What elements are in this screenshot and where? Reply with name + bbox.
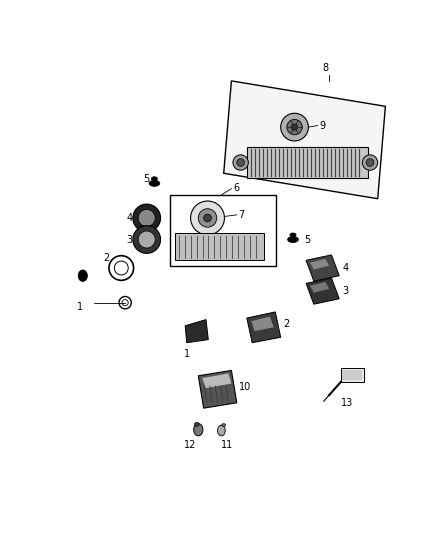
Polygon shape [306, 255, 339, 281]
Text: 6: 6 [233, 183, 239, 193]
Bar [170, 195, 276, 265]
Text: 1: 1 [184, 349, 190, 359]
Text: 10: 10 [239, 382, 251, 392]
Circle shape [287, 119, 302, 135]
Polygon shape [251, 317, 274, 331]
Polygon shape [247, 312, 281, 343]
Circle shape [198, 209, 217, 227]
Text: 1: 1 [78, 302, 84, 311]
Bar [341, 368, 364, 382]
Ellipse shape [290, 233, 296, 237]
Bar [247, 147, 367, 178]
Polygon shape [224, 81, 385, 199]
Polygon shape [310, 282, 329, 293]
Ellipse shape [78, 270, 88, 281]
Bar [342, 370, 362, 381]
Text: 13: 13 [341, 398, 353, 408]
Ellipse shape [149, 180, 160, 187]
Text: 3: 3 [342, 286, 348, 296]
Ellipse shape [288, 237, 298, 243]
Text: 12: 12 [184, 440, 197, 450]
Ellipse shape [194, 422, 199, 426]
Circle shape [138, 209, 155, 227]
Bar [175, 233, 264, 260]
Circle shape [204, 214, 212, 222]
Polygon shape [202, 374, 231, 388]
Text: 3: 3 [127, 235, 133, 245]
Ellipse shape [218, 425, 225, 436]
Text: 2: 2 [103, 253, 110, 263]
Circle shape [291, 124, 298, 130]
Polygon shape [198, 370, 237, 408]
Text: 4: 4 [342, 263, 348, 273]
Polygon shape [310, 259, 329, 270]
Circle shape [281, 113, 308, 141]
Circle shape [191, 201, 224, 235]
Circle shape [133, 225, 161, 253]
Text: 5: 5 [144, 174, 150, 184]
Text: 5: 5 [304, 235, 310, 245]
Circle shape [138, 231, 155, 248]
Text: 2: 2 [283, 319, 289, 329]
Text: 4: 4 [127, 213, 133, 223]
Ellipse shape [194, 424, 203, 436]
Text: 8: 8 [322, 63, 328, 73]
Text: 7: 7 [238, 210, 244, 220]
Text: 11: 11 [221, 440, 233, 450]
Ellipse shape [222, 424, 226, 426]
Polygon shape [306, 278, 339, 304]
Circle shape [237, 159, 244, 166]
Circle shape [133, 204, 161, 232]
Circle shape [233, 155, 248, 170]
Text: 9: 9 [319, 120, 325, 131]
Polygon shape [185, 320, 208, 343]
Ellipse shape [151, 177, 158, 181]
Circle shape [366, 159, 374, 166]
Circle shape [362, 155, 378, 170]
